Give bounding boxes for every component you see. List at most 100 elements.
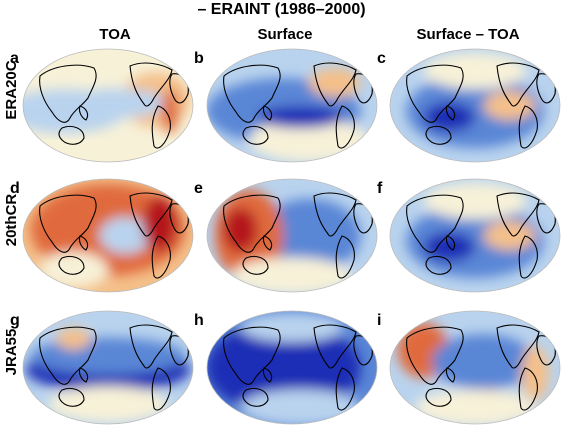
panel-label-b: b: [194, 50, 204, 67]
column-header-toa: TOA: [99, 26, 131, 43]
coastline: [242, 125, 269, 145]
map-rim: [389, 310, 561, 425]
map-panel-g: [22, 310, 194, 425]
coastline: [445, 235, 456, 251]
panel-label-d: d: [10, 180, 20, 197]
field-anomaly: [432, 334, 536, 390]
field-anomaly: [47, 385, 169, 423]
column-header-surface-minus-toa: Surface – TOA: [416, 26, 520, 43]
figure-title: – ERAINT (1986–2000): [197, 1, 366, 18]
panel-label-c: c: [377, 50, 386, 67]
coastline: [313, 62, 357, 107]
coastline: [496, 192, 540, 237]
coastline: [262, 235, 273, 251]
field-anomaly: [309, 67, 361, 98]
coastline: [262, 367, 273, 383]
panel-label-f: f: [377, 180, 383, 197]
panel-label-h: h: [194, 312, 204, 329]
map-rim: [389, 48, 561, 163]
field-anomaly: [231, 257, 353, 292]
field-anomaly: [223, 207, 258, 252]
map-panel-h: [206, 310, 378, 425]
column-header-surface: Surface: [257, 26, 313, 43]
field-anomaly: [248, 117, 370, 162]
map-panel-f: [389, 178, 561, 293]
coastline: [39, 194, 97, 253]
field-anomaly: [30, 337, 186, 375]
coastline: [58, 387, 85, 407]
coastline: [406, 326, 464, 385]
coastline: [223, 64, 281, 123]
map-rim: [206, 178, 378, 293]
coastline: [223, 194, 281, 253]
map-panel-e: [206, 178, 378, 293]
coastline: [39, 326, 97, 385]
map-rim: [22, 48, 194, 163]
coastline: [151, 235, 171, 279]
field-anomaly: [483, 220, 536, 251]
map-panel-b: [206, 48, 378, 163]
field-anomaly: [56, 327, 91, 350]
coastline: [151, 105, 171, 149]
coastline: [425, 387, 452, 407]
map-panel-c: [389, 48, 561, 163]
world-map-d: [22, 178, 194, 293]
coastline: [313, 324, 357, 369]
map-rim: [22, 178, 194, 293]
coastline: [58, 255, 85, 275]
map-rim: [22, 310, 194, 425]
field-anomaly: [99, 217, 151, 254]
coastline: [223, 326, 281, 385]
coastline: [445, 105, 456, 121]
coastline: [445, 367, 456, 383]
world-map-f: [389, 178, 561, 293]
field-anomaly: [65, 88, 169, 118]
world-map-g: [22, 310, 194, 425]
panel-label-g: g: [10, 312, 20, 329]
coastline: [518, 235, 538, 279]
field-anomaly: [423, 182, 527, 220]
coastline: [406, 194, 464, 253]
coastline: [129, 192, 173, 237]
coastline: [78, 367, 89, 383]
field-anomaly: [423, 52, 527, 90]
coastline: [406, 64, 464, 123]
world-map-b: [206, 48, 378, 163]
coastline: [335, 105, 355, 149]
coastline: [496, 62, 540, 107]
world-map-h: [206, 310, 378, 425]
coastline: [78, 105, 89, 121]
coastline: [496, 324, 540, 369]
field-anomaly: [257, 105, 344, 129]
coastline: [425, 255, 452, 275]
coastline: [58, 125, 85, 145]
map-panel-i: [389, 310, 561, 425]
world-map-i: [389, 310, 561, 425]
coastline: [335, 367, 355, 411]
coastline: [39, 64, 97, 123]
coastline: [129, 62, 173, 107]
field-anomaly: [207, 321, 361, 414]
field-anomaly: [161, 89, 179, 134]
world-map-a: [22, 48, 194, 163]
world-map-e: [206, 178, 378, 293]
coastline: [518, 105, 538, 149]
coastline: [242, 255, 269, 275]
panel-label-i: i: [377, 312, 382, 329]
panel-label-a: a: [10, 50, 19, 67]
coastline: [335, 235, 355, 279]
field-anomaly: [483, 90, 536, 121]
coastline: [313, 192, 357, 237]
field-anomaly: [257, 198, 361, 273]
field-anomaly: [39, 251, 108, 289]
field-anomaly: [414, 389, 536, 424]
coastline: [242, 387, 269, 407]
world-map-c: [389, 48, 561, 163]
coastline: [518, 367, 538, 411]
field-anomaly: [240, 389, 361, 424]
coastline: [425, 125, 452, 145]
coastline: [151, 367, 171, 411]
map-rim: [206, 48, 378, 163]
field-anomaly: [142, 196, 177, 252]
panel-label-e: e: [194, 180, 203, 197]
